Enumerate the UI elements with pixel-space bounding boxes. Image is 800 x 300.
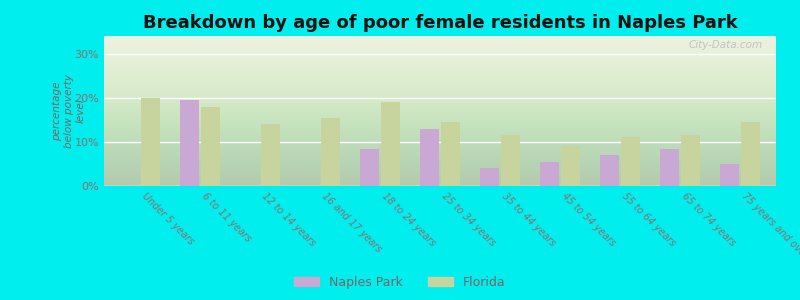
Bar <box>262 124 281 186</box>
Bar <box>600 155 619 186</box>
Bar <box>741 122 760 186</box>
Bar <box>420 129 439 186</box>
Bar <box>720 164 739 186</box>
Text: City-Data.com: City-Data.com <box>689 40 762 50</box>
Bar <box>681 135 701 186</box>
Bar <box>141 98 160 186</box>
Bar <box>562 146 581 186</box>
Bar <box>501 135 520 186</box>
Bar <box>480 168 499 186</box>
Bar <box>360 148 379 186</box>
Title: Breakdown by age of poor female residents in Naples Park: Breakdown by age of poor female resident… <box>142 14 738 32</box>
Bar <box>442 122 461 186</box>
Bar <box>381 102 400 186</box>
Bar <box>179 100 198 186</box>
Bar <box>539 162 559 186</box>
Bar <box>322 118 341 186</box>
Y-axis label: percentage
below poverty
level: percentage below poverty level <box>52 74 86 148</box>
Bar <box>202 106 220 186</box>
Bar <box>622 137 641 186</box>
Bar <box>659 148 679 186</box>
Legend: Naples Park, Florida: Naples Park, Florida <box>290 271 510 294</box>
